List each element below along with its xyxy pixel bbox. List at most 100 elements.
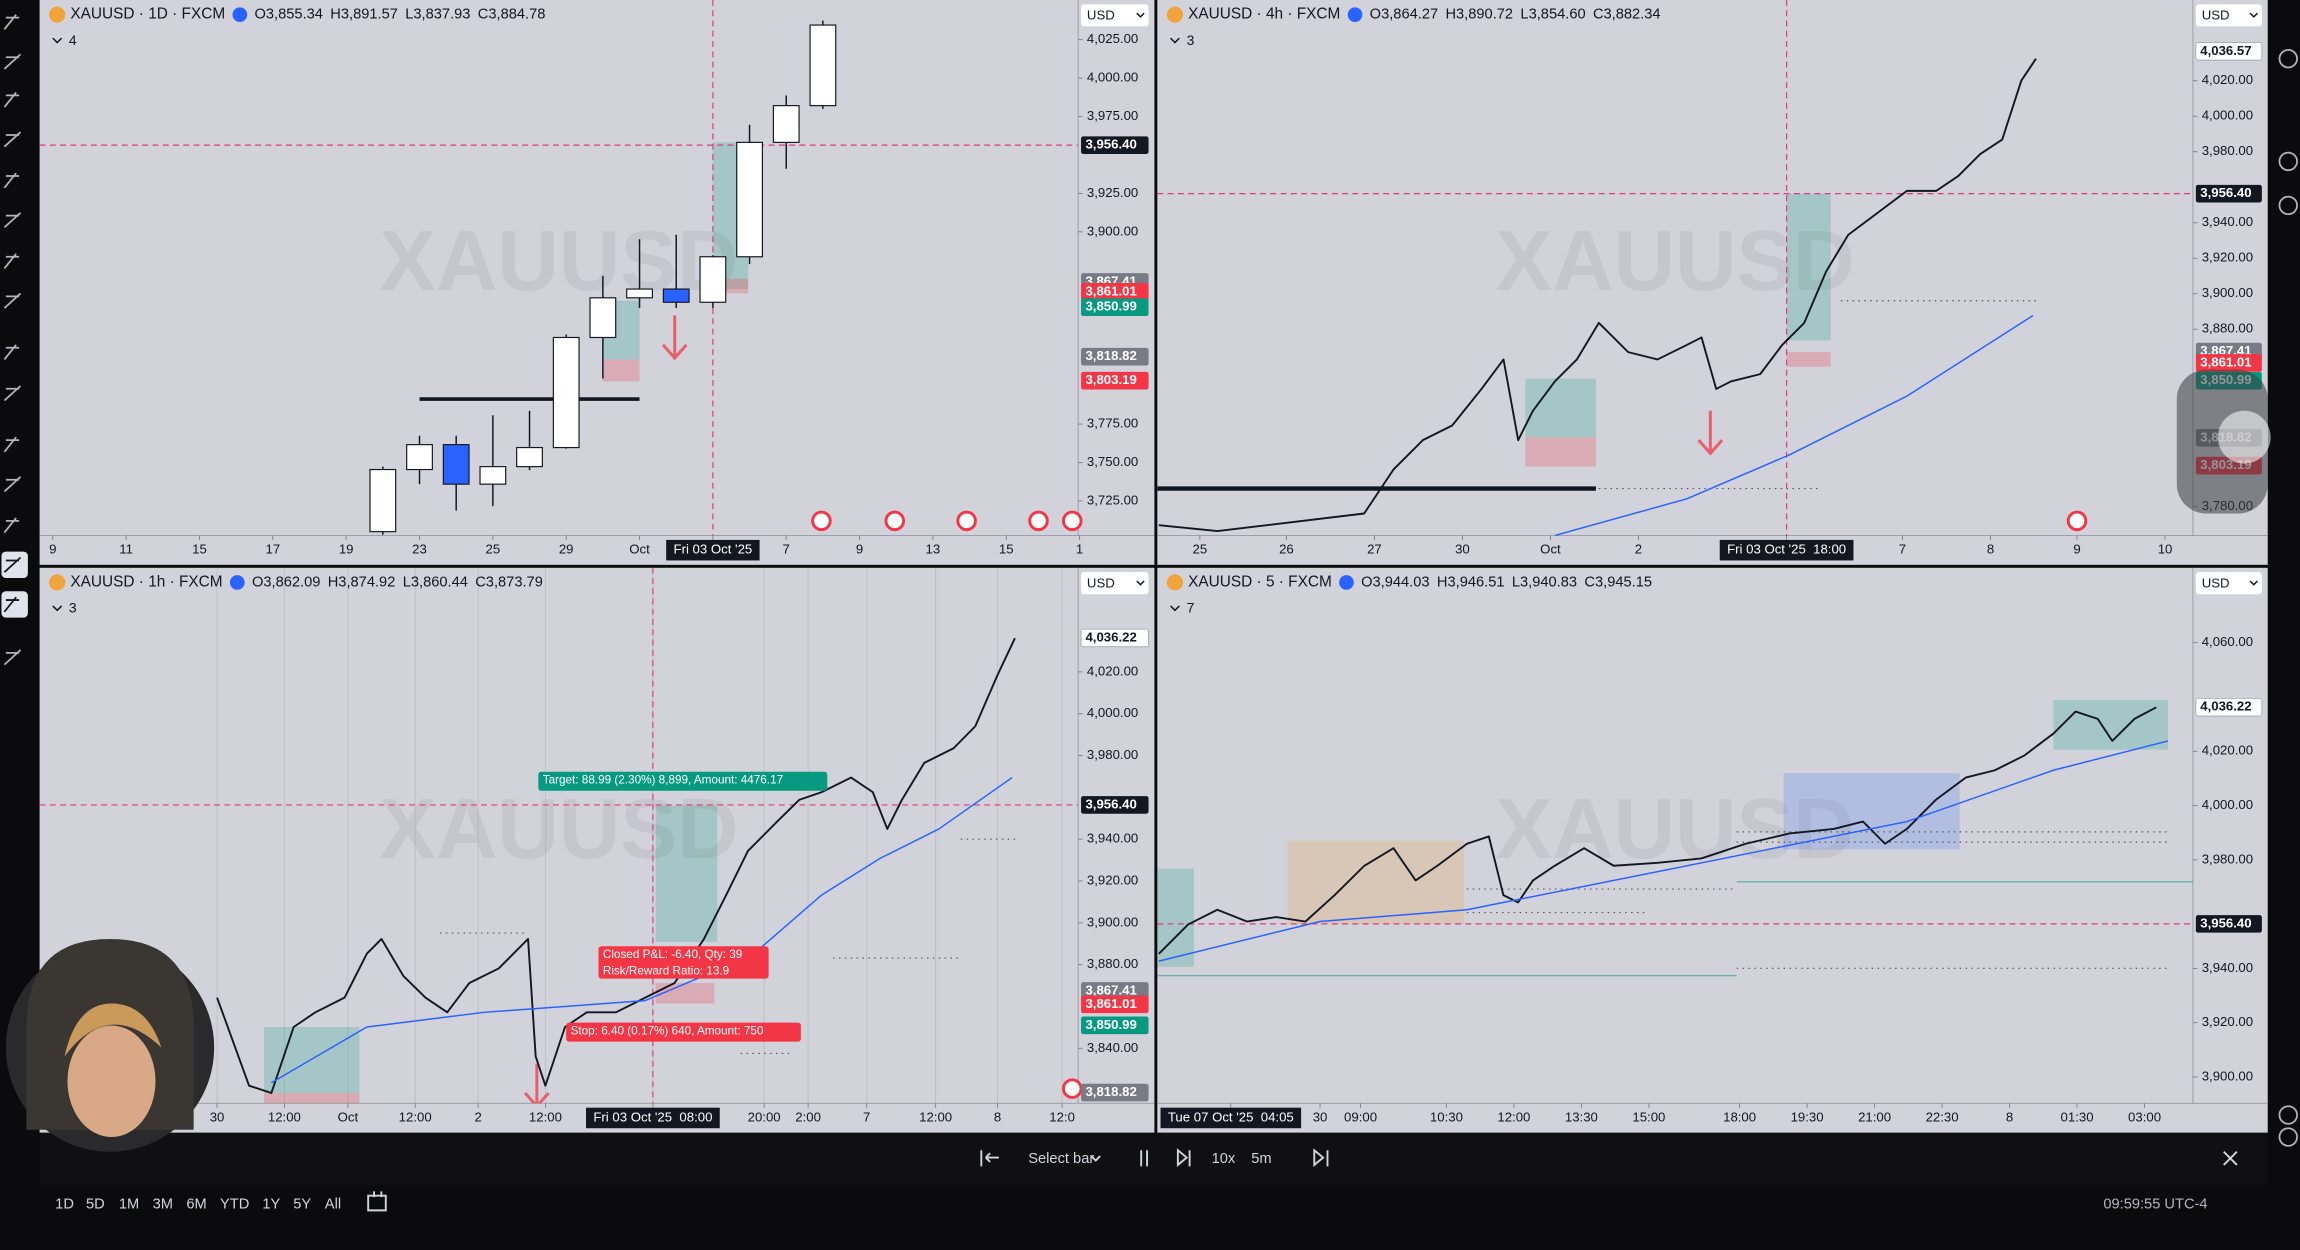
y-tick-label: 3,940.00 bbox=[2202, 960, 2253, 975]
price-label-bg bbox=[1081, 982, 1149, 1000]
tool-icon[interactable] bbox=[1, 591, 28, 618]
range-button[interactable]: All bbox=[325, 1196, 341, 1212]
tool-icon[interactable] bbox=[3, 649, 22, 666]
dropdown-icon[interactable] bbox=[1090, 1155, 1101, 1162]
x-tick-label: 15 bbox=[999, 542, 1014, 557]
range-button[interactable]: YTD bbox=[220, 1196, 249, 1212]
range-button[interactable]: 5Y bbox=[293, 1196, 311, 1212]
symbol-logo bbox=[49, 574, 66, 591]
side-icon[interactable] bbox=[2278, 1105, 2298, 1125]
tool-icon[interactable] bbox=[3, 131, 22, 148]
range-button[interactable]: 1Y bbox=[262, 1196, 280, 1212]
price-label: 3,818.82 bbox=[1085, 348, 1136, 363]
currency-box[interactable] bbox=[2195, 4, 2262, 27]
tool-icon[interactable] bbox=[3, 436, 20, 453]
bottom-toolbar bbox=[39, 1185, 2268, 1230]
ohlc-value: O3,855.34 bbox=[255, 7, 323, 23]
tool-icon[interactable] bbox=[3, 91, 20, 108]
price-label: 3,956.40 bbox=[1085, 796, 1136, 811]
tool-icon[interactable] bbox=[3, 53, 22, 70]
currency[interactable]: USD bbox=[1087, 8, 1115, 23]
date-range-icon[interactable] bbox=[367, 1191, 387, 1212]
tool-icon[interactable] bbox=[3, 253, 20, 270]
side-icon[interactable] bbox=[2278, 1127, 2298, 1147]
tool-icon[interactable] bbox=[1, 551, 28, 579]
x-tick-label: Oct bbox=[1540, 542, 1561, 557]
x-tick-label: 21:00 bbox=[1858, 1109, 1891, 1124]
x-tick-label: 22:30 bbox=[1926, 1109, 1959, 1124]
range-button[interactable]: 1M bbox=[119, 1196, 139, 1212]
x-tick-label: 11 bbox=[119, 542, 133, 557]
candle-body bbox=[369, 468, 397, 533]
close-icon[interactable] bbox=[2223, 1151, 2238, 1166]
tool-icon[interactable] bbox=[3, 212, 22, 229]
replay-interval[interactable]: 5m bbox=[1251, 1151, 1271, 1167]
price-label: 3,956.40 bbox=[2200, 185, 2251, 200]
price-label-bg bbox=[2195, 42, 2263, 61]
indicators-chevron[interactable] bbox=[52, 605, 63, 612]
currency-box[interactable] bbox=[1081, 572, 1149, 595]
range-button[interactable]: 1D bbox=[55, 1196, 74, 1212]
event-flag bbox=[1028, 510, 1049, 532]
y-tick-label: 4,020.00 bbox=[1087, 663, 1138, 678]
indicators-chevron[interactable] bbox=[52, 37, 63, 44]
select-icon[interactable] bbox=[980, 1150, 999, 1167]
tool-icon[interactable] bbox=[3, 344, 20, 360]
tool-icon[interactable] bbox=[3, 385, 22, 402]
position-zone bbox=[1783, 773, 1960, 850]
x-tick-label: Oct bbox=[629, 542, 650, 557]
currency-box[interactable] bbox=[1081, 4, 1149, 27]
tool-icon[interactable] bbox=[3, 476, 22, 493]
currency-box[interactable] bbox=[2195, 572, 2262, 595]
y-tick-label: 3,775.00 bbox=[1087, 416, 1138, 431]
x-tick-label: Fri 03 Oct '25 bbox=[674, 542, 753, 557]
skip-icon[interactable] bbox=[1313, 1148, 1329, 1167]
ohlc-value: L3,940.83 bbox=[1512, 574, 1577, 590]
indicators-chevron[interactable] bbox=[1170, 605, 1180, 612]
side-icon[interactable] bbox=[2278, 151, 2298, 172]
price-label: 3,850.99 bbox=[1085, 1017, 1136, 1032]
replay-icons bbox=[367, 1148, 2238, 1212]
currency-chevron bbox=[1136, 580, 1145, 586]
signal-arrow bbox=[661, 315, 688, 361]
chart-title: XAUUSD · 5 · FXCM bbox=[1188, 574, 1332, 591]
x-tick-label: 9 bbox=[2073, 542, 2080, 557]
tool-icon[interactable] bbox=[3, 292, 22, 309]
pause-icon[interactable] bbox=[1140, 1150, 1149, 1167]
tool-icon[interactable] bbox=[3, 14, 20, 30]
ohlc-value: O3,864.27 bbox=[1370, 7, 1438, 23]
chart-panel bbox=[1157, 567, 2268, 1133]
select-bar[interactable]: Select bar bbox=[1028, 1151, 1094, 1167]
range-button[interactable]: 3M bbox=[153, 1196, 173, 1212]
side-icon[interactable] bbox=[2278, 49, 2298, 69]
y-tick-label: 3,980.00 bbox=[2202, 851, 2253, 866]
range-button[interactable]: 6M bbox=[186, 1196, 206, 1212]
x-tick-label: 03:00 bbox=[2128, 1109, 2161, 1124]
x-tick-label: 8 bbox=[1987, 542, 1994, 557]
indicators-count[interactable]: 4 bbox=[69, 32, 77, 48]
currency[interactable]: USD bbox=[2202, 575, 2230, 590]
y-tick-label: 3,980.00 bbox=[1087, 747, 1138, 762]
currency[interactable]: USD bbox=[2202, 8, 2230, 23]
side-icon[interactable] bbox=[2278, 195, 2298, 216]
range-button[interactable]: 5D bbox=[86, 1196, 105, 1212]
x-tick-label: 01:30 bbox=[2061, 1109, 2094, 1124]
tool-glyph bbox=[3, 517, 20, 534]
price-label-bg bbox=[1081, 796, 1149, 814]
indicators-count[interactable]: 3 bbox=[1187, 32, 1195, 48]
tool-icon[interactable] bbox=[3, 172, 20, 189]
symbol-logo bbox=[49, 6, 66, 23]
replay-speed[interactable]: 10x bbox=[1212, 1151, 1236, 1167]
indicators-count[interactable]: 7 bbox=[1187, 600, 1195, 616]
indicators-chevron[interactable] bbox=[1170, 37, 1180, 44]
annotation-box bbox=[566, 1022, 801, 1042]
y-tick-label: 3,880.00 bbox=[1087, 956, 1138, 971]
step-icon[interactable] bbox=[1176, 1148, 1191, 1167]
replay-badge bbox=[1339, 575, 1354, 590]
tool-icon[interactable] bbox=[3, 517, 20, 534]
indicators-count[interactable]: 3 bbox=[69, 600, 77, 616]
y-tick-label: 4,000.00 bbox=[2202, 108, 2253, 123]
x-tick-label: 2 bbox=[1635, 542, 1642, 557]
currency[interactable]: USD bbox=[1087, 575, 1115, 590]
